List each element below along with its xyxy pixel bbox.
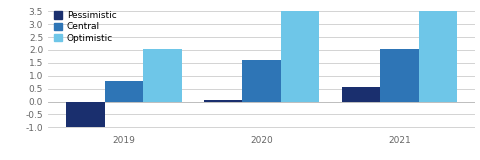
Bar — [204, 100, 242, 102]
Bar — [380, 49, 419, 102]
Legend: Pessimistic, Central, Optimistic: Pessimistic, Central, Optimistic — [52, 9, 119, 44]
Bar — [66, 102, 105, 127]
Bar — [419, 11, 457, 102]
Bar — [281, 11, 320, 102]
Bar — [143, 49, 181, 102]
Bar — [105, 81, 143, 102]
Bar — [342, 87, 380, 102]
Bar — [242, 60, 281, 102]
